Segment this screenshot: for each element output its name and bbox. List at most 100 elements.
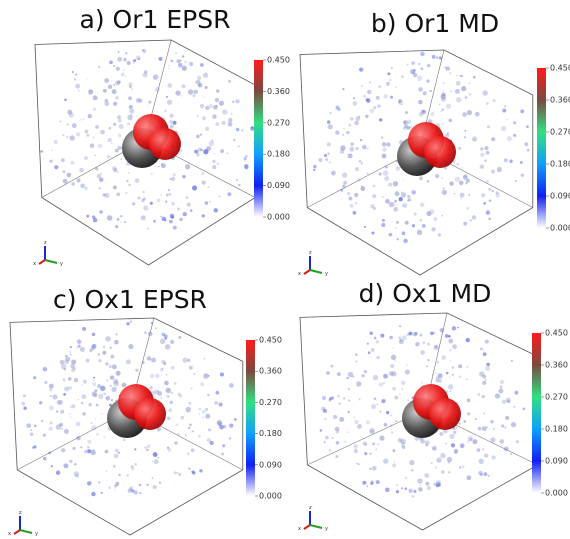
density-blob	[106, 379, 109, 382]
density-blob	[202, 416, 204, 419]
density-blob	[384, 165, 388, 169]
density-blob	[380, 136, 384, 139]
density-blob	[109, 403, 112, 407]
density-blob	[197, 75, 202, 81]
density-blob	[164, 109, 167, 113]
density-blob	[80, 119, 82, 121]
density-blob	[65, 354, 68, 358]
density-blob	[372, 184, 376, 188]
density-blob	[411, 61, 416, 65]
axis-arrow	[303, 269, 311, 275]
density-blob	[65, 356, 71, 362]
density-blob	[496, 166, 503, 173]
density-blob	[182, 211, 187, 217]
density-blob	[482, 374, 487, 379]
density-blob	[94, 154, 97, 157]
density-blob	[227, 117, 233, 123]
density-blob	[141, 360, 145, 364]
density-blob	[130, 114, 132, 116]
density-blob	[98, 187, 101, 190]
density-blob	[201, 180, 206, 185]
density-blob	[378, 172, 382, 176]
density-blob	[401, 75, 404, 78]
density-blob	[73, 471, 80, 477]
density-blob	[59, 120, 62, 123]
colorbar-label: 0.090	[545, 457, 568, 466]
density-blob	[171, 216, 175, 219]
density-blob	[150, 357, 157, 363]
density-blob	[325, 158, 329, 161]
density-blob	[82, 118, 85, 120]
density-blob	[367, 351, 371, 355]
density-blob	[485, 210, 491, 215]
density-blob	[54, 165, 59, 170]
density-blob	[138, 483, 142, 487]
density-blob	[213, 208, 219, 213]
density-blob	[421, 381, 423, 384]
density-blob	[75, 83, 81, 89]
density-blob	[437, 373, 443, 379]
density-blob	[448, 118, 453, 123]
density-blob	[115, 370, 121, 376]
density-blob	[203, 149, 209, 155]
atom	[134, 398, 166, 430]
density-blob	[468, 194, 471, 196]
axis-arrow	[303, 524, 311, 530]
density-blob	[196, 79, 201, 84]
density-blob	[141, 198, 145, 203]
density-blob	[478, 470, 483, 476]
density-blob	[134, 178, 140, 184]
density-blob	[342, 133, 344, 136]
axis-arrow	[19, 529, 33, 534]
density-blob	[22, 394, 26, 398]
density-blob	[213, 104, 218, 110]
density-blob	[96, 173, 102, 179]
density-blob	[26, 423, 31, 428]
density-blob	[502, 108, 507, 113]
density-blob	[407, 194, 411, 199]
colorbar-label: 0.450	[545, 329, 568, 338]
density-blob	[43, 456, 47, 461]
density-blob	[69, 135, 75, 141]
density-blob	[494, 393, 501, 399]
density-blob	[484, 339, 489, 344]
density-blob	[441, 470, 445, 474]
density-blob	[200, 148, 204, 152]
density-blob	[326, 120, 331, 124]
density-blob	[313, 168, 316, 172]
density-blob	[113, 101, 118, 106]
density-blob	[212, 165, 217, 170]
density-blob	[462, 175, 469, 181]
density-blob	[56, 410, 59, 413]
density-blob	[251, 126, 254, 129]
density-blob	[163, 361, 167, 366]
density-blob	[420, 109, 423, 112]
density-blob	[459, 443, 465, 449]
density-blob	[71, 367, 76, 372]
colorbar	[532, 333, 541, 493]
density-blob	[64, 386, 70, 392]
density-blob	[48, 383, 54, 389]
density-blob	[94, 389, 98, 392]
density-blob	[437, 378, 442, 383]
colorbar-label: 0.270	[545, 393, 568, 402]
density-blob	[71, 404, 76, 409]
density-blob	[372, 194, 377, 199]
density-blob	[139, 492, 142, 495]
density-blob	[69, 351, 72, 353]
density-blob	[395, 483, 399, 487]
density-blob	[449, 433, 455, 440]
colorbar-label: 0.000	[267, 213, 290, 222]
density-blob	[526, 125, 529, 128]
density-blob	[166, 99, 173, 105]
density-blob	[82, 326, 87, 331]
density-blob	[356, 381, 362, 387]
density-blob	[181, 84, 186, 89]
density-blob	[90, 346, 95, 351]
density-blob	[454, 176, 461, 183]
density-blob	[372, 442, 376, 446]
density-blob	[381, 153, 387, 159]
density-blob	[87, 449, 92, 454]
density-blob	[169, 400, 173, 404]
density-blob	[446, 133, 449, 136]
